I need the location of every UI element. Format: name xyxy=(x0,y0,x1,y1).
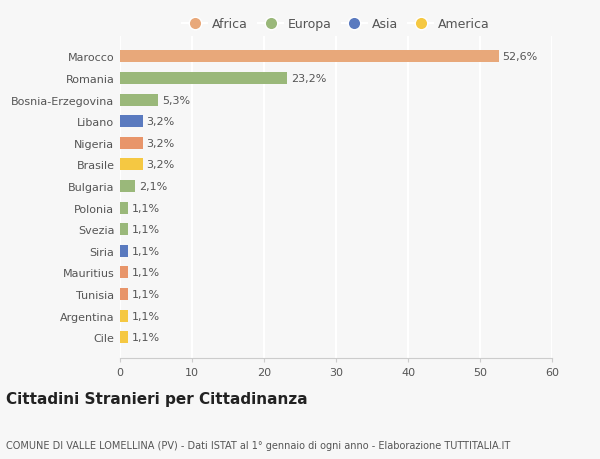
Text: COMUNE DI VALLE LOMELLINA (PV) - Dati ISTAT al 1° gennaio di ogni anno - Elabora: COMUNE DI VALLE LOMELLINA (PV) - Dati IS… xyxy=(6,440,510,450)
Bar xyxy=(120,288,128,300)
Bar xyxy=(120,245,128,257)
Text: 3,2%: 3,2% xyxy=(146,160,175,170)
Text: 1,1%: 1,1% xyxy=(131,225,160,235)
Text: 1,1%: 1,1% xyxy=(131,246,160,256)
Bar xyxy=(120,159,143,171)
Text: 23,2%: 23,2% xyxy=(290,74,326,84)
Legend: Africa, Europa, Asia, America: Africa, Europa, Asia, America xyxy=(177,13,495,36)
Text: 3,2%: 3,2% xyxy=(146,139,175,148)
Bar xyxy=(120,95,158,106)
Text: 52,6%: 52,6% xyxy=(502,52,538,62)
Text: 1,1%: 1,1% xyxy=(131,311,160,321)
Text: 2,1%: 2,1% xyxy=(139,182,167,191)
Bar xyxy=(120,181,135,192)
Text: 1,1%: 1,1% xyxy=(131,332,160,342)
Text: 1,1%: 1,1% xyxy=(131,268,160,278)
Bar xyxy=(120,224,128,235)
Bar xyxy=(120,331,128,343)
Bar xyxy=(120,267,128,279)
Bar xyxy=(120,202,128,214)
Bar xyxy=(120,51,499,63)
Text: 3,2%: 3,2% xyxy=(146,117,175,127)
Text: 5,3%: 5,3% xyxy=(162,95,190,106)
Text: Cittadini Stranieri per Cittadinanza: Cittadini Stranieri per Cittadinanza xyxy=(6,391,308,406)
Bar xyxy=(120,73,287,85)
Bar xyxy=(120,116,143,128)
Text: 1,1%: 1,1% xyxy=(131,289,160,299)
Bar xyxy=(120,310,128,322)
Bar xyxy=(120,138,143,150)
Text: 1,1%: 1,1% xyxy=(131,203,160,213)
